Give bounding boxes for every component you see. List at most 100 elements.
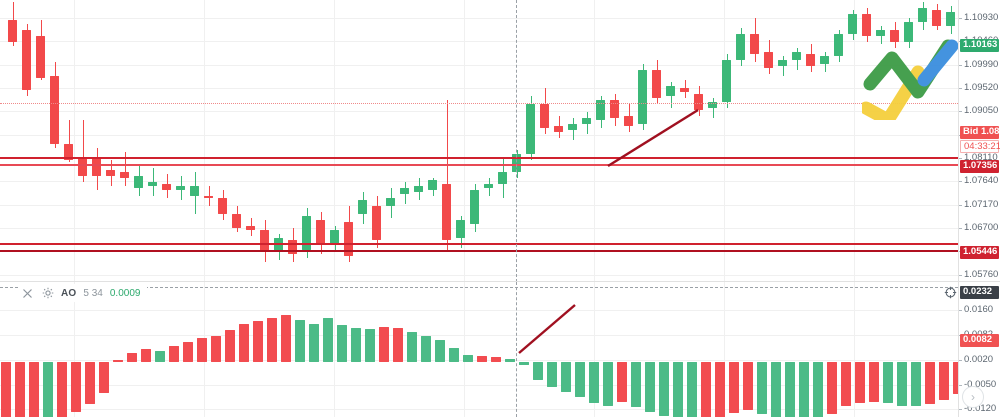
ao-plot-area[interactable] xyxy=(0,282,958,417)
ao-histogram-bar[interactable] xyxy=(897,362,907,406)
ao-histogram-bar[interactable] xyxy=(673,362,683,417)
ao-histogram-bar[interactable] xyxy=(701,362,711,417)
candlestick[interactable] xyxy=(918,8,927,22)
candlestick[interactable] xyxy=(680,88,689,92)
candlestick[interactable] xyxy=(260,230,269,252)
ao-axis[interactable]: 0.01600.00820.0020-0.0050-0.01200.02320.… xyxy=(958,282,1000,417)
candlestick[interactable] xyxy=(694,94,703,110)
ao-histogram-bar[interactable] xyxy=(603,362,613,406)
candlestick[interactable] xyxy=(330,230,339,244)
ao-histogram-bar[interactable] xyxy=(855,362,865,403)
candlestick[interactable] xyxy=(50,76,59,144)
candlestick[interactable] xyxy=(568,124,577,130)
candlestick[interactable] xyxy=(148,182,157,186)
candlestick[interactable] xyxy=(876,30,885,36)
candlestick[interactable] xyxy=(470,190,479,224)
candlestick[interactable] xyxy=(890,30,899,42)
ao-histogram-bar[interactable] xyxy=(337,325,347,362)
ao-histogram-bar[interactable] xyxy=(645,362,655,412)
support-line[interactable] xyxy=(0,243,958,245)
candlestick[interactable] xyxy=(92,158,101,176)
candlestick[interactable] xyxy=(750,34,759,54)
ao-histogram-bar[interactable] xyxy=(351,328,361,362)
candlestick[interactable] xyxy=(666,86,675,96)
ao-histogram-bar[interactable] xyxy=(883,362,893,403)
ao-histogram-bar[interactable] xyxy=(225,330,235,362)
scroll-to-latest-button[interactable]: › xyxy=(962,386,984,408)
candlestick[interactable] xyxy=(204,196,213,198)
ao-histogram-bar[interactable] xyxy=(43,362,53,417)
ao-histogram-bar[interactable] xyxy=(953,362,958,394)
candlestick[interactable] xyxy=(64,144,73,160)
ao-histogram-bar[interactable] xyxy=(197,338,207,362)
candlestick[interactable] xyxy=(22,30,31,90)
ao-indicator-legend[interactable]: AO 5 34 0.0009 xyxy=(18,284,148,302)
candlestick[interactable] xyxy=(414,186,423,192)
ao-histogram-bar[interactable] xyxy=(491,357,501,362)
candlestick[interactable] xyxy=(274,238,283,252)
candlestick[interactable] xyxy=(316,220,325,244)
ao-histogram-bar[interactable] xyxy=(617,362,627,402)
ao-histogram-bar[interactable] xyxy=(155,351,165,362)
candlestick[interactable] xyxy=(8,20,17,42)
ao-histogram-bar[interactable] xyxy=(813,362,823,417)
price-plot-area[interactable] xyxy=(0,0,958,282)
candlestick[interactable] xyxy=(554,126,563,132)
candlestick[interactable] xyxy=(596,100,605,120)
ao-histogram-bar[interactable] xyxy=(295,320,305,362)
candlestick[interactable] xyxy=(526,104,535,154)
ao-histogram-bar[interactable] xyxy=(547,362,557,387)
ao-histogram-bar[interactable] xyxy=(841,362,851,406)
ao-histogram-bar[interactable] xyxy=(169,346,179,362)
ao-histogram-bar[interactable] xyxy=(365,329,375,362)
ao-histogram-bar[interactable] xyxy=(379,327,389,362)
candlestick[interactable] xyxy=(344,222,353,256)
candlestick[interactable] xyxy=(36,36,45,78)
ao-histogram-bar[interactable] xyxy=(799,362,809,417)
ao-histogram-bar[interactable] xyxy=(99,362,109,393)
ao-histogram-bar[interactable] xyxy=(659,362,669,416)
ao-histogram-bar[interactable] xyxy=(85,362,95,404)
candlestick[interactable] xyxy=(232,214,241,228)
ao-level-badge[interactable]: 0.0082 xyxy=(960,334,999,347)
ao-histogram-bar[interactable] xyxy=(323,318,333,362)
resistance-line-badge[interactable]: 1.07356 xyxy=(960,160,999,173)
candlestick[interactable] xyxy=(190,186,199,196)
ao-histogram-bar[interactable] xyxy=(113,360,123,362)
resistance-line[interactable] xyxy=(0,157,958,159)
candlestick[interactable] xyxy=(778,60,787,66)
ao-histogram-bar[interactable] xyxy=(309,324,319,362)
ao-histogram-bar[interactable] xyxy=(239,324,249,362)
candlestick[interactable] xyxy=(946,12,955,26)
candlestick[interactable] xyxy=(498,172,507,184)
candlestick[interactable] xyxy=(176,186,185,190)
ao-histogram-bar[interactable] xyxy=(771,362,781,417)
candlestick[interactable] xyxy=(484,184,493,188)
candlestick[interactable] xyxy=(624,116,633,126)
ao-histogram-bar[interactable] xyxy=(407,332,417,362)
close-icon[interactable] xyxy=(21,287,34,300)
awesome-oscillator-panel[interactable]: 0.0160 0.0082 0.0020 -0.0050 -0.0120 0.0232 0.… xyxy=(0,282,1000,417)
ao-histogram-bar[interactable] xyxy=(939,362,949,400)
ao-histogram-bar[interactable] xyxy=(393,328,403,362)
candlestick[interactable] xyxy=(806,54,815,66)
ao-histogram-bar[interactable] xyxy=(477,356,487,362)
ao-histogram-bar[interactable] xyxy=(631,362,641,407)
price-trendline[interactable] xyxy=(0,0,958,282)
ao-histogram-bar[interactable] xyxy=(183,342,193,362)
candlestick[interactable] xyxy=(638,70,647,124)
candlestick[interactable] xyxy=(162,184,171,190)
ao-histogram-bar[interactable] xyxy=(15,362,25,417)
candlestick[interactable] xyxy=(708,102,717,108)
price-axis[interactable]: 1.109301.104601.099901.095201.090501.085… xyxy=(958,0,1000,282)
ao-histogram-bar[interactable] xyxy=(519,362,529,365)
candlestick[interactable] xyxy=(736,34,745,60)
candlestick[interactable] xyxy=(120,172,129,178)
ao-histogram-bar[interactable] xyxy=(421,336,431,362)
ao-histogram-bar[interactable] xyxy=(715,362,725,417)
candlestick[interactable] xyxy=(442,184,451,240)
candlestick[interactable] xyxy=(848,14,857,34)
ao-histogram-bar[interactable] xyxy=(57,362,67,417)
candlestick[interactable] xyxy=(106,170,115,176)
support-line-badge[interactable]: 1.05446 xyxy=(960,246,999,259)
